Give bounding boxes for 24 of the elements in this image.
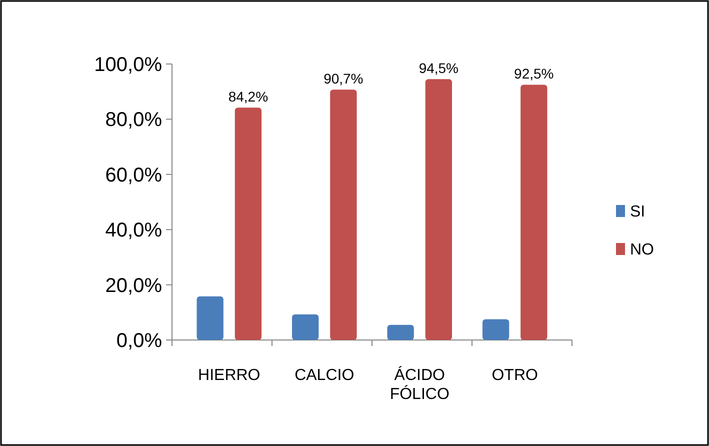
y-tick-label: 20,0% — [105, 274, 162, 297]
bar — [425, 79, 452, 340]
data-label: 94,5% — [418, 60, 459, 76]
data-label: 90,7% — [324, 70, 364, 87]
bar — [234, 108, 262, 340]
bar — [292, 314, 319, 340]
bar — [482, 319, 510, 340]
x-tick-label: ÁCIDO FÓLICO — [390, 366, 450, 404]
bar — [196, 296, 224, 340]
data-label: 92,5% — [514, 66, 554, 82]
x-tick-label: CALCIO — [294, 367, 354, 384]
y-tick-label: 100,0% — [94, 54, 162, 76]
data-label: 84,2% — [228, 88, 268, 105]
legend-label: NO — [630, 242, 654, 259]
bar — [520, 84, 548, 340]
bar — [330, 90, 357, 340]
x-tick-label: OTRO — [492, 367, 538, 384]
bar — [387, 324, 414, 340]
y-tick-label: 80,0% — [105, 109, 162, 132]
y-tick-label: 60,0% — [105, 164, 162, 186]
x-tick-label: HIERRO — [198, 367, 260, 384]
legend-label: SI — [630, 204, 646, 221]
y-tick-label: 40,0% — [105, 220, 162, 242]
y-tick-label: 0,0% — [116, 330, 162, 352]
